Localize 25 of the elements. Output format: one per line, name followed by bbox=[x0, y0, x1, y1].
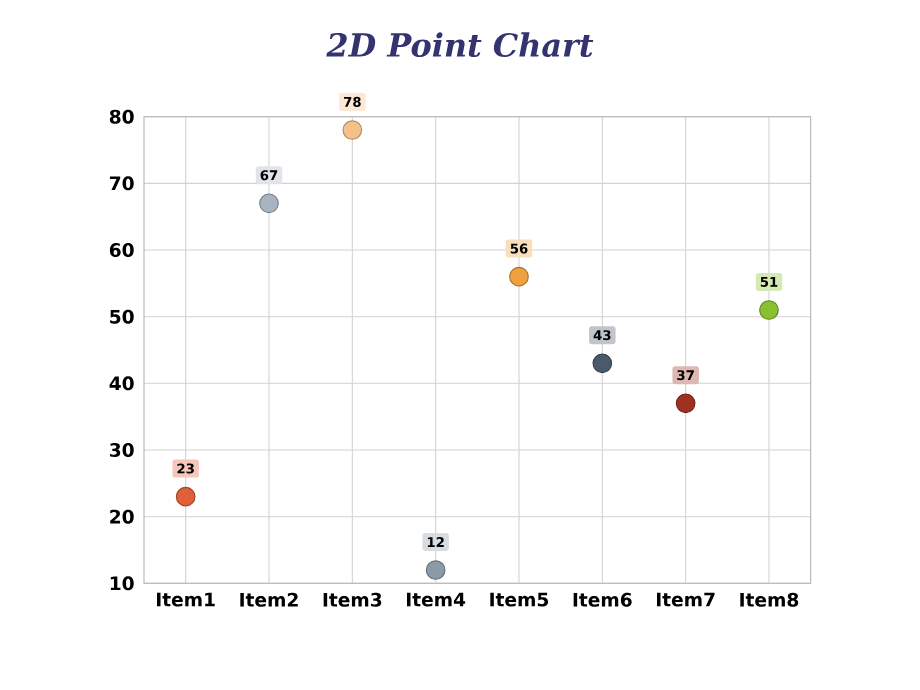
point bbox=[509, 266, 529, 287]
point bbox=[342, 120, 363, 140]
point bbox=[592, 353, 613, 374]
y-tick-label: 60 bbox=[109, 242, 134, 258]
x-tick-label: Item3 bbox=[323, 592, 382, 607]
x-tick-label: Item5 bbox=[490, 592, 549, 607]
point bbox=[175, 486, 196, 507]
y-tick-label: 10 bbox=[110, 576, 134, 591]
point bbox=[759, 300, 779, 320]
point bbox=[425, 560, 446, 580]
x-tick-label: Item6 bbox=[573, 592, 632, 607]
y-tick-label: 50 bbox=[110, 309, 134, 324]
point bbox=[675, 393, 696, 414]
x-tick-label: Item8 bbox=[740, 592, 799, 607]
x-tick-label: Item7 bbox=[656, 592, 715, 607]
chart-title: 2D Point Chart bbox=[326, 32, 594, 57]
y-tick-label: 20 bbox=[110, 509, 134, 524]
y-tick-label: 70 bbox=[109, 176, 134, 191]
x-tick-label: Item2 bbox=[240, 592, 298, 607]
x-tick-label: Item1 bbox=[157, 592, 215, 607]
x-tick-label: Item4 bbox=[407, 592, 466, 607]
y-tick-label: 80 bbox=[109, 109, 134, 124]
y-tick-label: 40 bbox=[109, 376, 134, 391]
point bbox=[259, 193, 279, 214]
y-tick-label: 30 bbox=[109, 442, 134, 458]
